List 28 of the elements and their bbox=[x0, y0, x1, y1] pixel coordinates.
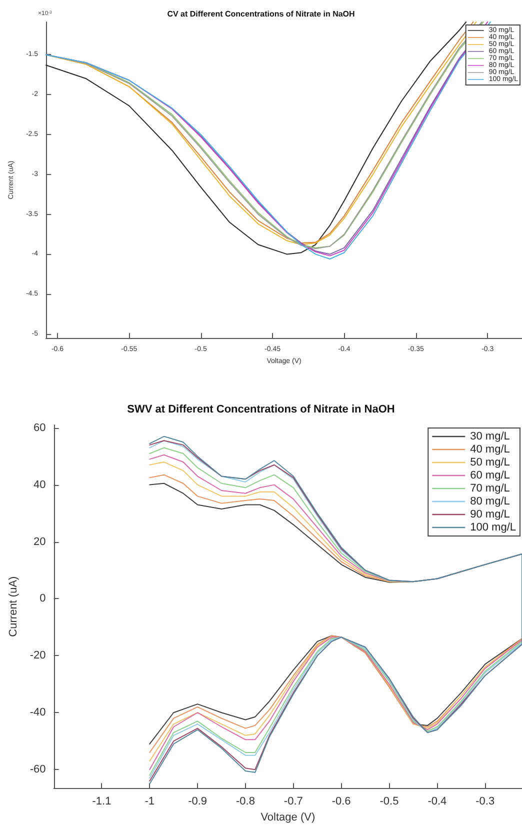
y-tick-label: -40 bbox=[30, 706, 46, 719]
y-tick-label: -20 bbox=[30, 650, 46, 662]
x-tick-label: -0.9 bbox=[188, 796, 208, 808]
legend-label: 40 mg/L bbox=[470, 444, 510, 456]
y-tick-label: 60 bbox=[34, 422, 46, 434]
x-tick-label: -1.1 bbox=[92, 796, 112, 808]
x-tick-label: -1 bbox=[144, 796, 155, 808]
x-tick-label: -0.3 bbox=[476, 796, 495, 808]
y-tick-label: 20 bbox=[34, 536, 46, 548]
x-tick-label: -0.5 bbox=[380, 796, 399, 808]
y-tick-label: 40 bbox=[34, 478, 46, 491]
legend-label: 50 mg/L bbox=[470, 456, 510, 468]
y-axis-title: Current (uA) bbox=[8, 576, 20, 637]
x-tick-label: -0.4 bbox=[428, 796, 447, 808]
legend-label: 70 mg/L bbox=[470, 482, 510, 494]
legend-label: 30 mg/L bbox=[470, 430, 510, 442]
legend-label: 100 mg/L bbox=[470, 522, 516, 534]
chart-title: SWV at Different Concentrations of Nitrate in NaOH bbox=[127, 404, 395, 416]
x-tick-label: -0.6 bbox=[332, 796, 351, 808]
legend-label: 90 mg/L bbox=[470, 508, 510, 520]
legend-label: 80 mg/L bbox=[470, 496, 510, 508]
x-tick-label: -0.8 bbox=[236, 796, 255, 808]
legend-label: 60 mg/L bbox=[470, 470, 510, 482]
chart-title: CV at Different Concentrations of Nitrate in NaOH bbox=[167, 10, 356, 18]
y-tick-label: -60 bbox=[30, 764, 46, 776]
x-axis-title: Voltage (V) bbox=[260, 812, 316, 824]
x-tick-label: -0.7 bbox=[284, 796, 303, 808]
y-tick-label: 0 bbox=[40, 592, 46, 605]
